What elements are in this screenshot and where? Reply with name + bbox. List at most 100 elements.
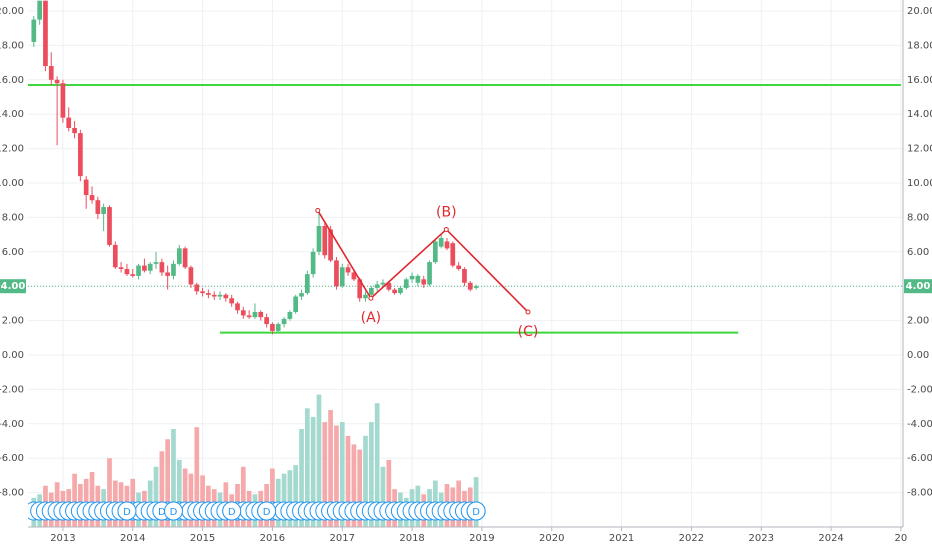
candle-body: [444, 241, 450, 249]
last-price-label: 4.00: [906, 281, 931, 292]
candle-body: [83, 179, 89, 196]
candle-body: [380, 282, 386, 285]
volume-bar: [194, 427, 200, 527]
candle-body: [130, 274, 136, 276]
candle-body: [351, 272, 357, 280]
candle-body: [31, 19, 37, 42]
candle-body: [176, 248, 182, 264]
dividend-label: D: [158, 507, 166, 518]
candle-body: [223, 294, 229, 299]
y-tick-label: 16.00: [0, 75, 24, 86]
candle-body: [421, 279, 427, 285]
candle-body: [136, 265, 141, 276]
volume-bar: [316, 394, 322, 527]
wave-point: [315, 208, 321, 214]
candle-body: [37, 0, 43, 20]
candle-body: [270, 324, 275, 331]
volume-bar: [153, 466, 159, 527]
last-price-badge: [0, 279, 26, 294]
candle-body: [374, 284, 380, 288]
candle-body: [432, 241, 438, 263]
candle-body: [281, 318, 287, 325]
candle-body: [112, 244, 118, 268]
candle-body: [89, 195, 95, 201]
volume-bar: [200, 475, 205, 527]
wave-point: [443, 226, 449, 232]
y-tick-label: -4.00: [0, 419, 24, 430]
volume-bar: [351, 444, 357, 527]
candle-body: [200, 291, 205, 294]
candle-body: [398, 287, 403, 294]
y-tick-label: 18.00: [0, 40, 24, 51]
candle-body: [54, 79, 60, 84]
candle-body: [322, 226, 328, 256]
candle-body: [450, 243, 456, 266]
volume-bar: [310, 416, 316, 527]
y-tick-label-right: -4.00: [907, 419, 932, 430]
candle-body: [293, 296, 299, 313]
y-tick-label: 8.00: [2, 212, 24, 223]
volume-bar: [287, 470, 293, 527]
volume-bar: [281, 473, 287, 527]
y-tick-label: 0.00: [2, 350, 24, 361]
candle-body: [403, 279, 409, 288]
candle-body: [165, 272, 171, 276]
candle-body: [240, 310, 246, 316]
y-tick-label-right: 0.00: [907, 350, 929, 361]
y-tick-label: 6.00: [2, 247, 24, 258]
candle-body: [217, 294, 223, 297]
candle-body: [66, 117, 72, 128]
y-tick-label-right: 14.00: [907, 109, 932, 120]
volume-bar: [293, 465, 299, 527]
candle-body: [235, 303, 240, 311]
candle-body: [188, 267, 194, 285]
candle-body: [369, 287, 374, 295]
candle-body: [438, 238, 444, 247]
x-tick-label: 2023: [749, 533, 774, 544]
candle-body: [72, 127, 77, 134]
candle-body: [304, 274, 310, 294]
candle-body: [211, 294, 217, 297]
candle-body: [345, 267, 351, 273]
candle-body: [252, 312, 258, 318]
y-tick-label-right: -8.00: [907, 488, 932, 499]
last-price-badge: [904, 279, 932, 294]
dividend-label: D: [123, 507, 131, 518]
x-tick-label: 2015: [190, 533, 215, 544]
candle-body: [357, 279, 363, 299]
candle-body: [258, 312, 264, 318]
dividend-marker: [222, 501, 242, 521]
y-tick-label-right: 2.00: [907, 316, 929, 327]
volume-bar: [334, 425, 339, 527]
dividend-label: D: [170, 507, 178, 518]
dividend-label: D: [228, 507, 236, 518]
volume-bar: [322, 422, 328, 527]
candle-body: [60, 83, 66, 118]
y-tick-label-right: 10.00: [907, 178, 932, 189]
candle-body: [124, 269, 130, 275]
candle-body: [310, 251, 316, 275]
x-tick-label: 2020: [539, 533, 564, 544]
candle-body: [118, 267, 124, 270]
volume-bar: [386, 459, 392, 527]
candle-body: [159, 262, 165, 273]
candle-body: [153, 262, 159, 264]
candle-body: [171, 263, 176, 276]
wave-label: (A): [361, 310, 382, 326]
candle-body: [462, 269, 467, 283]
candle-body: [392, 289, 397, 294]
y-tick-label-right: -2.00: [907, 384, 932, 395]
candle-body: [95, 200, 101, 214]
x-tick-label: 20: [895, 533, 908, 544]
volume-bar: [188, 473, 194, 527]
candle-body: [409, 275, 415, 280]
volume-bar: [299, 428, 304, 527]
candle-body: [206, 293, 211, 295]
dividend-label: D: [263, 507, 271, 518]
candle-body: [142, 265, 147, 271]
y-tick-label: 12.00: [0, 144, 24, 155]
candle-body: [182, 248, 188, 268]
candle-body: [287, 312, 293, 319]
wave-line: [317, 210, 529, 313]
volume-bar: [182, 468, 188, 527]
